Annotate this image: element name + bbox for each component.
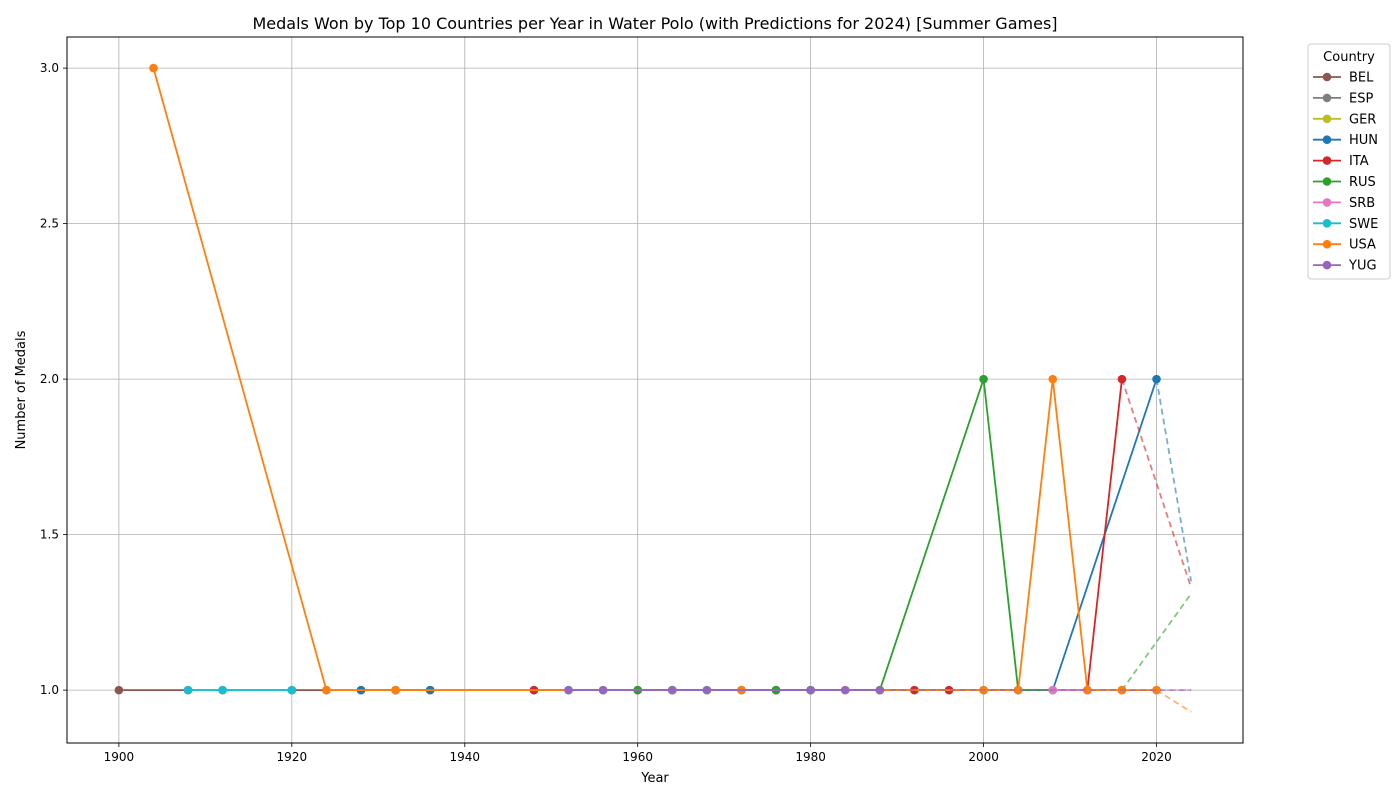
legend-label: SWE xyxy=(1349,217,1378,232)
legend-marker xyxy=(1322,93,1332,103)
data-point xyxy=(979,374,988,384)
legend-item-srb: SRB xyxy=(1313,196,1375,211)
x-tick-label: 1940 xyxy=(449,750,480,764)
data-point xyxy=(322,685,331,695)
data-point xyxy=(598,685,608,695)
legend-label: USA xyxy=(1349,238,1376,253)
data-point xyxy=(667,685,677,695)
prediction-line xyxy=(1156,689,1192,713)
legend-marker xyxy=(1322,239,1332,249)
legend-item-ger: GER xyxy=(1313,112,1376,127)
data-point xyxy=(1083,685,1092,695)
legend-item-rus: RUS xyxy=(1313,175,1376,190)
grid xyxy=(67,37,1243,743)
y-tick-label: 1.0 xyxy=(40,683,59,697)
series-swe xyxy=(183,685,297,695)
x-tick-label: 1960 xyxy=(622,750,653,764)
legend-item-ita: ITA xyxy=(1313,154,1369,169)
legend-marker xyxy=(1322,177,1332,186)
legend-marker xyxy=(1322,198,1332,207)
legend-label: GER xyxy=(1349,112,1376,127)
legend-label: RUS xyxy=(1349,175,1376,190)
y-tick-label: 3.0 xyxy=(40,61,59,75)
data-point xyxy=(218,685,227,695)
legend-marker xyxy=(1322,260,1332,270)
x-axis: 1900 1920 1940 1960 1980 2000 2020 xyxy=(104,743,1172,764)
y-tick-label: 2.5 xyxy=(40,217,59,231)
x-tick-label: 1920 xyxy=(277,750,308,764)
plot-frame xyxy=(66,36,1244,744)
legend-item-esp: ESP xyxy=(1313,91,1373,106)
data-point xyxy=(287,685,297,695)
x-axis-label: Year xyxy=(640,771,669,786)
legend-marker xyxy=(1322,114,1332,124)
legend-marker xyxy=(1322,219,1332,228)
legend-marker xyxy=(1322,72,1332,82)
x-tick-label: 2020 xyxy=(1141,750,1172,764)
series-layer xyxy=(114,63,1193,713)
legend: Country BEL ESP GER HUN ITA RUS SRB SWE USA YUG xyxy=(1307,43,1391,280)
x-tick-label: 1980 xyxy=(795,750,826,764)
legend-title: Country xyxy=(1323,50,1375,65)
data-point xyxy=(875,685,885,695)
legend-item-swe: SWE xyxy=(1313,217,1378,232)
x-tick-label: 1900 xyxy=(104,750,135,764)
prediction-line xyxy=(1121,378,1192,588)
data-point xyxy=(1048,374,1058,384)
data-point xyxy=(149,63,158,73)
legend-item-hun: HUN xyxy=(1313,133,1378,148)
prediction-line xyxy=(1155,378,1193,582)
y-axis: 1.0 1.5 2.0 2.5 3.0 xyxy=(40,61,67,697)
data-point xyxy=(1152,685,1161,695)
legend-marker xyxy=(1322,156,1332,165)
y-tick-label: 2.0 xyxy=(40,372,59,386)
data-point xyxy=(183,685,193,695)
legend-marker xyxy=(1322,135,1332,144)
y-axis-label: Number of Medals xyxy=(14,330,29,449)
data-point xyxy=(564,685,573,695)
legend-label: ITA xyxy=(1349,154,1369,169)
legend-item-yug: YUG xyxy=(1313,259,1377,274)
legend-label: YUG xyxy=(1348,259,1377,274)
legend-label: HUN xyxy=(1349,133,1378,148)
data-point xyxy=(840,685,850,695)
data-point xyxy=(114,685,124,695)
data-point xyxy=(702,685,712,695)
data-point xyxy=(1152,374,1161,384)
legend-label: ESP xyxy=(1349,91,1373,106)
legend-item-usa: USA xyxy=(1313,238,1376,253)
data-point xyxy=(1013,685,1023,695)
data-point xyxy=(806,685,815,695)
y-tick-label: 1.5 xyxy=(40,528,59,542)
legend-label: SRB xyxy=(1349,196,1375,211)
data-point xyxy=(391,685,400,695)
legend-item-bel: BEL xyxy=(1313,71,1374,86)
legend-label: BEL xyxy=(1349,71,1374,86)
series-yug xyxy=(564,685,1192,695)
x-tick-label: 2000 xyxy=(968,750,999,764)
data-point xyxy=(1117,374,1127,384)
chart-title: Medals Won by Top 10 Countries per Year … xyxy=(252,14,1057,33)
